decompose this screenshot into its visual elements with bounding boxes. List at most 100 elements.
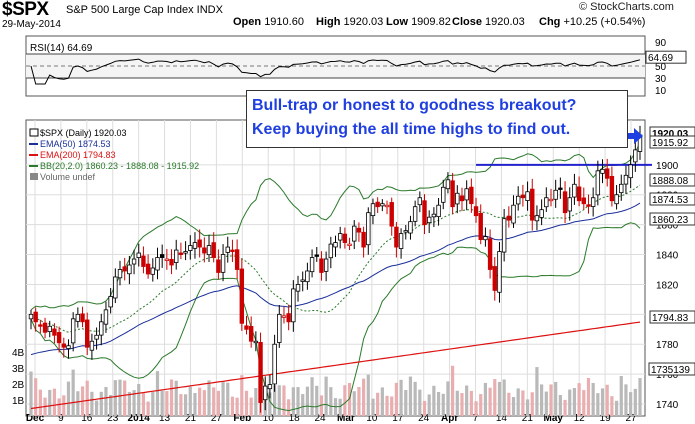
candle-body <box>497 251 502 293</box>
candle-body <box>464 188 469 201</box>
candle-body <box>183 251 188 254</box>
candle-body <box>197 239 202 248</box>
volume-bar <box>488 387 492 416</box>
date-tick-label: 24 <box>314 413 326 424</box>
volume-bar <box>483 382 488 416</box>
bollinger-lower <box>30 222 641 412</box>
volume-bar <box>610 396 614 416</box>
candle-body <box>85 319 90 348</box>
candle-body <box>469 186 474 205</box>
volume-bar <box>118 379 122 416</box>
candle-body <box>530 188 535 221</box>
volume-bar <box>460 393 464 416</box>
candle-body <box>422 200 427 226</box>
volume-bar <box>385 395 389 416</box>
date-tick-label: Apr <box>441 413 458 424</box>
candle-body <box>263 385 268 401</box>
volume-bar <box>441 393 445 416</box>
candle-body <box>511 204 516 224</box>
volume-bar <box>394 382 398 416</box>
rsi-line <box>30 58 641 85</box>
volume-bar <box>198 387 202 416</box>
volume-bar <box>109 394 113 416</box>
date-tick-label: 27 <box>625 413 637 424</box>
candle-body <box>169 258 174 266</box>
volume-bar <box>376 392 380 416</box>
candle-body <box>572 183 577 198</box>
volume-bar <box>155 371 160 416</box>
volume-bar <box>549 384 553 416</box>
candle-body <box>525 191 530 201</box>
volume-bar <box>52 388 57 416</box>
volume-tick-label: 1B <box>12 396 25 407</box>
candle-body <box>38 324 43 327</box>
candle-body <box>70 318 76 344</box>
candle-body <box>567 197 572 212</box>
price-badge <box>649 192 695 206</box>
date-tick-label: 24 <box>418 413 430 424</box>
volume-tick-label: 4B <box>12 348 25 359</box>
candle-body <box>127 264 132 275</box>
candle-body <box>216 259 221 273</box>
candle-body <box>412 206 418 222</box>
candle-body <box>553 189 558 200</box>
candle-body <box>248 326 254 342</box>
candle-body <box>188 245 193 251</box>
candle-body <box>600 168 605 174</box>
date-tick-label: 7 <box>473 413 479 424</box>
volume-bar <box>29 371 33 416</box>
volume-bar <box>371 398 375 416</box>
candle-body <box>394 226 399 248</box>
candle-body <box>398 233 404 249</box>
candle-body <box>28 313 34 320</box>
volume-bar <box>207 380 211 416</box>
candle-body <box>426 216 432 224</box>
price-badge-text: 1874.53 <box>652 195 689 206</box>
volume-bar <box>230 396 235 416</box>
price-badge <box>649 212 695 226</box>
volume-bar <box>572 388 577 416</box>
volume-bar <box>511 397 516 416</box>
candle-body <box>328 243 334 259</box>
date-tick-label: 19 <box>600 413 612 424</box>
volume-bar <box>57 398 61 416</box>
candle-body <box>408 221 413 234</box>
candle-body <box>230 249 235 252</box>
price-tick-label: 1740 <box>656 400 679 411</box>
candle-body <box>314 254 319 257</box>
volume-bar <box>277 385 281 416</box>
volume-bar <box>469 390 473 416</box>
volume-bar <box>624 384 628 416</box>
bollinger-upper <box>30 141 641 311</box>
volume-bar <box>71 369 75 416</box>
volume-badge <box>648 362 695 376</box>
high-quote: High 1920.03 <box>316 16 384 28</box>
volume-bar <box>502 379 506 416</box>
volume-bar <box>188 386 192 416</box>
volume-bar <box>521 390 525 416</box>
candle-body <box>347 243 352 246</box>
volume-bar <box>530 392 534 416</box>
candle-body <box>501 218 507 253</box>
candle-body <box>150 267 155 275</box>
volume-bar <box>291 387 295 416</box>
candle-body <box>534 215 540 222</box>
candle-body <box>492 266 497 291</box>
candle-body <box>291 288 296 323</box>
rsi-tick-label: 50 <box>655 62 667 73</box>
candle-body <box>220 254 226 273</box>
price-badge <box>649 173 695 187</box>
candle-body <box>586 204 591 207</box>
volume-bar <box>436 391 441 416</box>
candle-body <box>66 345 71 349</box>
candle-body <box>375 201 380 208</box>
volume-bar <box>427 394 431 416</box>
candle-body <box>614 194 619 205</box>
volume-bar <box>507 392 511 416</box>
legend-entry: $SPX (Daily) 1920.03 <box>40 128 127 138</box>
volume-bar <box>525 399 530 416</box>
volume-bar <box>212 387 216 416</box>
candle-body <box>225 246 230 253</box>
ema200-line <box>30 321 641 410</box>
volume-bar <box>123 380 127 416</box>
